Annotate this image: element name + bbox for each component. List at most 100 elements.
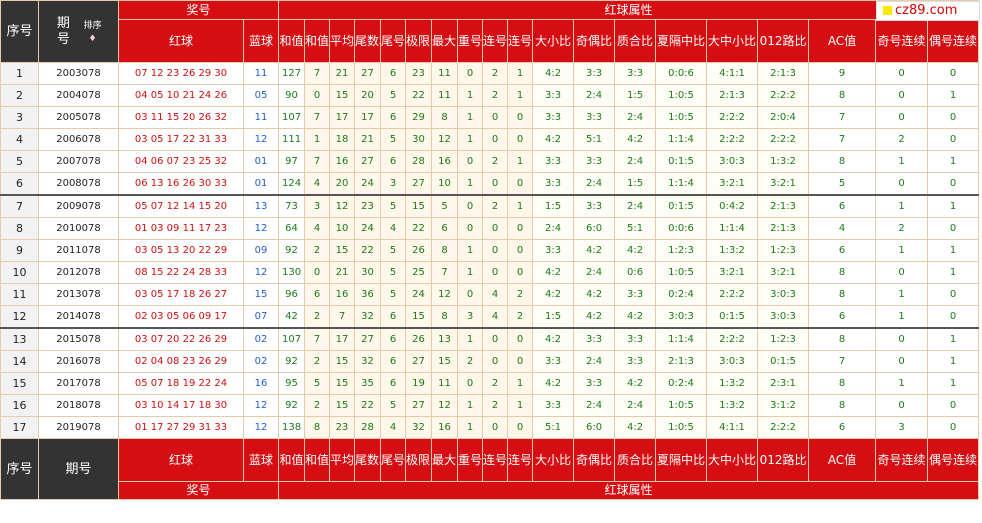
row-max-gap: 12 [431,394,459,417]
row-even-run: 1 [927,350,980,373]
row-sum-tail: 5 [304,372,331,395]
row-blue-ball: 09 [242,239,280,262]
row-sum-tail: 2 [304,239,331,262]
table-row: 1 2003078 07 12 23 26 29 30 11 127 7 21 27 6 23 11… [0,62,980,85]
row-gap-ratio: 0:2:4 [655,372,708,395]
row-consec-groups: 1 [507,84,534,107]
row-repeat: 0 [457,217,484,240]
row-consec-groups: 0 [507,239,534,262]
row-gap-ratio: 0:0:6 [655,217,708,240]
row-sum-tail: 1 [304,128,331,151]
row-bms-ratio: 3:0:3 [706,150,759,173]
footer-attr: 红球属性 [278,481,980,500]
row-max-gap: 15 [431,350,459,373]
row-max-gap: 7 [431,261,459,284]
row-bms-ratio: 3:2:1 [706,261,759,284]
row-consec: 0 [482,261,509,284]
row-blue-ball: 07 [242,305,280,329]
row-bms-ratio: 2:2:2 [706,283,759,306]
row-red-balls: 01 03 09 11 17 23 [118,217,244,240]
row-avg: 16 [329,150,356,173]
row-mod3: 2:1:3 [757,217,810,240]
footer-prime: 质合比 [614,438,657,482]
row-big-small: 3:3 [532,394,575,417]
row-avg: 21 [329,261,356,284]
row-ac: 8 [808,283,877,306]
row-big-small: 3:3 [532,106,575,129]
row-ac: 8 [808,327,877,351]
row-repeat: 1 [457,261,484,284]
row-span: 27 [405,350,433,373]
sort-control[interactable]: 排序 ♦ [84,19,102,45]
header-sum-tail: 和值尾数 [304,19,331,63]
row-sum: 97 [278,150,306,173]
footer-red: 红球 [118,438,244,482]
header-tail-groups: 尾号组数 [380,19,407,63]
row-ac: 5 [808,172,877,196]
row-odd-even: 2:4 [573,350,616,373]
row-prime: 3:3 [614,283,657,306]
row-odd-run: 0 [875,172,929,196]
row-big-small: 4:2 [532,62,575,85]
row-red-balls: 03 07 20 22 26 29 [118,327,244,351]
row-max-gap: 8 [431,106,459,129]
row-odd-run: 0 [875,106,929,129]
row-issue: 2009078 [38,194,119,218]
row-repeat: 0 [457,194,484,218]
row-issue: 2019078 [38,416,119,439]
row-max-gap: 8 [431,305,459,329]
row-gap-ratio: 1:1:4 [655,128,708,151]
row-even-run: 1 [927,372,980,395]
row-mod3: 1:2:3 [757,239,810,262]
header-issue[interactable]: 期号 排序 ♦ [38,0,119,63]
logo-square-icon [883,6,892,15]
row-blue-ball: 12 [242,416,280,439]
row-gap-ratio: 0:1:5 [655,194,708,218]
header-red: 红球 [118,19,244,63]
row-odd-even: 4:2 [573,305,616,329]
row-even-run: 1 [927,261,980,284]
header-consec: 连号个数 [482,19,509,63]
row-blue-ball: 12 [242,394,280,417]
table-row: 17 2019078 01 17 27 29 31 33 12 138 8 23 28 4 32 1… [0,416,980,439]
row-consec-groups: 1 [507,150,534,173]
row-issue: 2006078 [38,128,119,151]
row-seq: 4 [0,128,39,151]
row-red-balls: 03 11 15 20 26 32 [118,106,244,129]
row-ac: 6 [808,194,877,218]
row-red-balls: 08 15 22 24 28 33 [118,261,244,284]
row-tail-groups: 6 [380,62,407,85]
header-ac: AC值 [808,19,877,63]
row-tail-groups: 6 [380,106,407,129]
row-blue-ball: 12 [242,217,280,240]
sort-arrows-icon: ♦ [88,33,97,44]
row-blue-ball: 05 [242,84,280,107]
row-blue-ball: 11 [242,106,280,129]
row-sum: 111 [278,128,306,151]
row-sum-tail: 7 [304,150,331,173]
row-consec-groups: 0 [507,261,534,284]
row-mod3: 3:0:3 [757,283,810,306]
footer-max-gap: 最大间距 [431,438,459,482]
row-consec: 2 [482,84,509,107]
row-gap-ratio: 0:0:6 [655,62,708,85]
row-span: 26 [405,239,433,262]
row-gap-ratio: 1:1:4 [655,327,708,351]
row-odd-even: 3:3 [573,194,616,218]
row-avg: 15 [329,84,356,107]
row-ac: 8 [808,261,877,284]
row-consec: 0 [482,327,509,351]
footer-seq: 序号 [0,438,39,500]
row-even-run: 0 [927,62,980,85]
row-issue: 2011078 [38,239,119,262]
row-ac: 8 [808,394,877,417]
row-seq: 7 [0,194,39,218]
row-max-gap: 11 [431,84,459,107]
row-sum: 96 [278,283,306,306]
row-issue: 2014078 [38,305,119,329]
row-consec-groups: 2 [507,305,534,329]
logo-text: cz89.com [895,3,958,18]
row-max-gap: 6 [431,217,459,240]
header-prime: 质合比 [614,19,657,63]
row-tail-sum: 28 [354,416,382,439]
